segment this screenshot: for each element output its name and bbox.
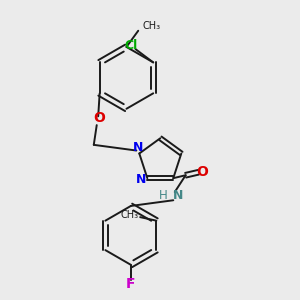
Text: O: O [196, 165, 208, 179]
Text: N: N [136, 173, 146, 186]
Text: N: N [173, 189, 183, 202]
Text: H: H [159, 189, 168, 202]
Text: F: F [126, 277, 136, 291]
Text: N: N [133, 140, 143, 154]
Text: CH₃: CH₃ [121, 210, 139, 220]
Text: Cl: Cl [124, 39, 138, 52]
Text: O: O [94, 111, 106, 125]
Text: CH₃: CH₃ [142, 21, 161, 31]
